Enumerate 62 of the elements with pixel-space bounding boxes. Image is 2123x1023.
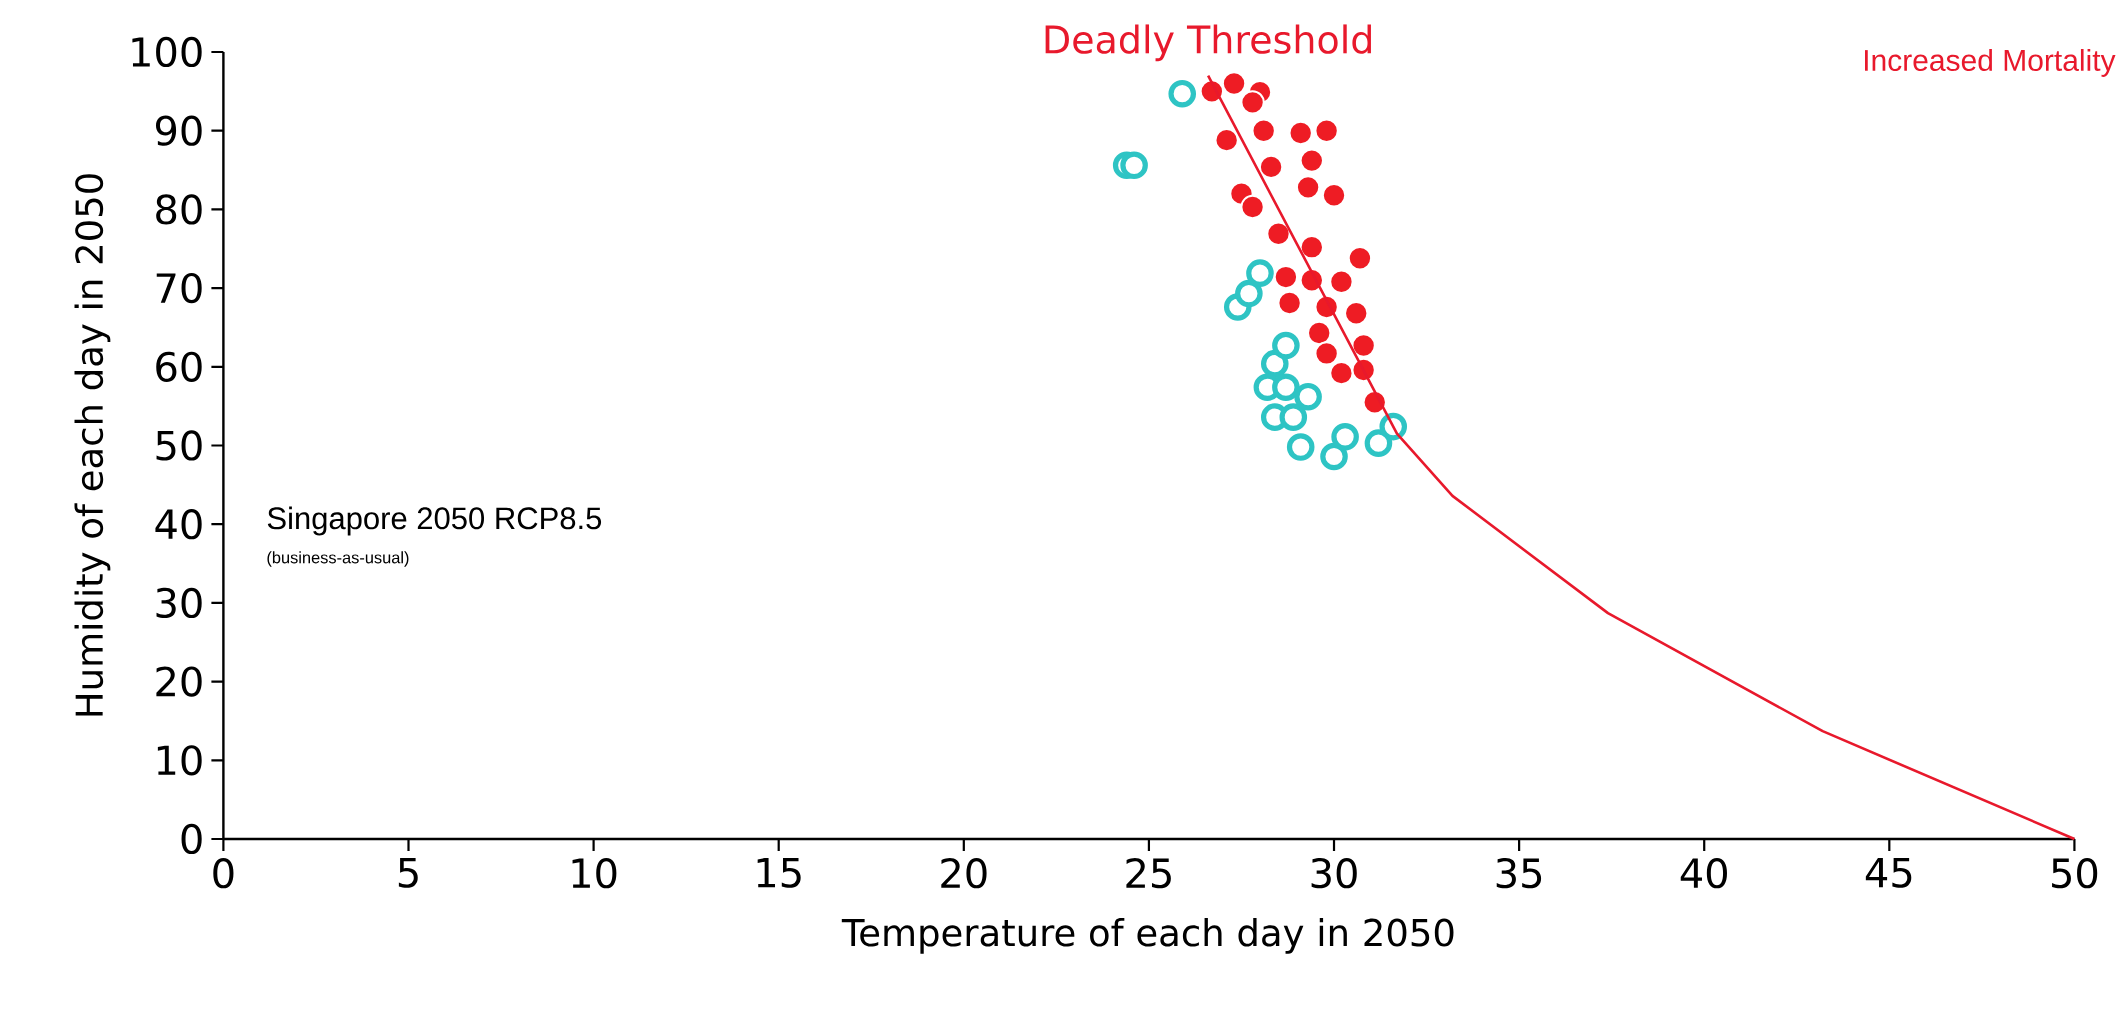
annotation: (business-as-usual)	[267, 551, 409, 567]
point	[1299, 234, 1324, 260]
point	[1321, 183, 1347, 208]
x-tick-label: 45	[1865, 858, 1912, 888]
y-tick-label: 40	[155, 509, 202, 540]
y-axis-title: Humidity of each day in 2050	[74, 174, 111, 716]
point	[1320, 442, 1348, 471]
point	[1272, 331, 1300, 360]
point	[1277, 290, 1302, 316]
y-tick-label: 30	[156, 587, 202, 619]
point	[1235, 279, 1263, 308]
y-tick-label: 10	[157, 745, 202, 776]
y-tick-label: 80	[156, 194, 202, 225]
point	[1251, 118, 1276, 143]
point	[1331, 423, 1359, 451]
y-tick-label: 20	[156, 666, 202, 697]
point	[1240, 194, 1265, 220]
point	[1314, 118, 1339, 143]
point	[1329, 360, 1354, 386]
point	[1286, 433, 1315, 461]
point	[1266, 221, 1291, 246]
point	[1279, 403, 1308, 431]
y-tick-label: 0	[181, 823, 202, 855]
point	[1344, 301, 1369, 326]
point	[1364, 429, 1393, 457]
x-tick-label: 40	[1680, 858, 1727, 889]
point	[1273, 264, 1299, 290]
x-tick-label: 25	[1126, 858, 1171, 889]
annotation: Increased Mortality	[1864, 48, 2116, 77]
x-tick-label: 35	[1496, 858, 1542, 889]
point	[1240, 90, 1265, 115]
x-tick-label: 15	[757, 858, 801, 888]
y-tick-label: 100	[132, 36, 202, 68]
y-tick-label: 70	[156, 272, 202, 304]
point	[1258, 154, 1284, 180]
x-tick-label: 10	[572, 858, 617, 889]
point	[1221, 71, 1247, 96]
point	[1246, 259, 1274, 287]
x-tick-label: 5	[398, 858, 418, 888]
x-tick-label: 30	[1311, 858, 1357, 889]
point	[1347, 245, 1373, 271]
annotation: Deadly Threshold	[1045, 24, 1371, 62]
x-tick-label: 20	[941, 858, 987, 889]
point	[1314, 341, 1339, 366]
x-tick-label: 0	[213, 858, 234, 889]
point	[1351, 333, 1376, 358]
x-axis-title: Temperature of each day in 2050	[841, 917, 1454, 954]
annotation: Singapore 2050 RCP8.5	[267, 506, 602, 536]
point	[1168, 79, 1197, 108]
point	[1295, 175, 1321, 200]
point	[1214, 127, 1239, 153]
y-tick-label: 60	[156, 351, 202, 382]
point	[1288, 120, 1313, 146]
point	[1329, 269, 1354, 294]
point	[1294, 382, 1322, 411]
y-tick-label: 90	[155, 115, 202, 146]
point	[1307, 320, 1332, 346]
point	[1120, 151, 1148, 180]
point	[1299, 148, 1324, 173]
point	[1272, 373, 1300, 402]
y-tick-label: 50	[156, 430, 202, 461]
x-tick-label: 50	[2052, 858, 2098, 889]
